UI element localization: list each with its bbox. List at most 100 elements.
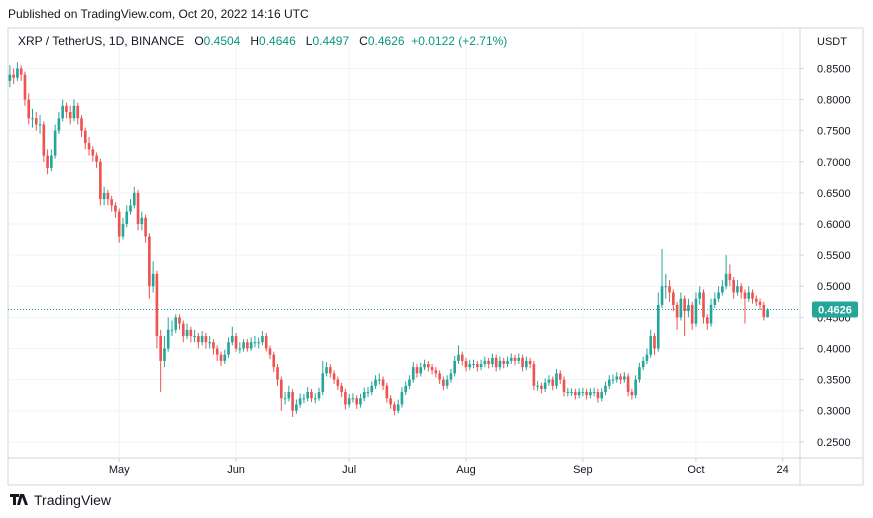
- candle-body: [479, 364, 483, 368]
- candle-body: [611, 379, 615, 381]
- candle-body: [189, 329, 193, 337]
- legend-low: 0.4497: [312, 34, 350, 48]
- legend: XRP / TetherUS, 1D, BINANCE O0.4504 H0.4…: [18, 34, 507, 48]
- candle-body: [713, 298, 717, 305]
- y-tick-label: 0.4000: [817, 343, 851, 355]
- candle-body: [634, 379, 637, 396]
- candle-body: [223, 354, 227, 361]
- candle-body: [592, 392, 596, 394]
- candle-body: [212, 342, 215, 349]
- y-tick-label: 0.8500: [817, 63, 851, 75]
- candle-body: [106, 192, 110, 200]
- candle-body: [155, 273, 159, 337]
- y-tick-label: 0.2500: [817, 437, 851, 449]
- candle-body: [276, 367, 279, 380]
- candle-body: [509, 357, 513, 361]
- candle-body: [325, 367, 328, 374]
- candle-body: [42, 124, 46, 156]
- candle-body: [615, 376, 619, 380]
- candle-body: [377, 379, 381, 381]
- candle-body: [16, 68, 19, 78]
- candle-body: [27, 99, 31, 119]
- candle-body: [460, 354, 464, 361]
- candle-body: [423, 364, 426, 368]
- candle-body: [574, 392, 577, 396]
- candle-body: [219, 354, 223, 361]
- candle-body: [562, 379, 566, 393]
- candle-body: [102, 192, 106, 200]
- x-tick-label: Jun: [227, 464, 245, 476]
- header: Published on TradingView.com, Oct 20, 20…: [8, 7, 309, 21]
- candle-body: [623, 376, 626, 380]
- candle-body: [295, 404, 298, 411]
- candle-body: [581, 392, 585, 394]
- candle-body: [653, 336, 656, 349]
- x-tick-label: Jul: [342, 464, 356, 476]
- candle-body: [321, 373, 325, 393]
- candle-body: [690, 304, 694, 324]
- candle-body: [702, 292, 705, 318]
- candle-body: [185, 329, 189, 337]
- candle-body: [747, 292, 751, 299]
- last-price-label: 0.4626: [818, 305, 852, 317]
- candle-body: [626, 376, 630, 393]
- candle-body: [570, 392, 573, 394]
- candle-body: [68, 112, 72, 119]
- y-tick-label: 0.8000: [817, 95, 851, 107]
- candle-body: [660, 286, 664, 305]
- candle-body: [396, 404, 400, 411]
- candle-body: [528, 360, 532, 365]
- candle-body: [404, 385, 408, 393]
- candle-body: [272, 354, 276, 368]
- legend-change: +0.0122 (+2.71%): [411, 34, 508, 48]
- symbol: XRP / TetherUS, 1D, BINANCE: [18, 34, 185, 48]
- candle-body: [230, 336, 234, 343]
- candle-body: [762, 304, 766, 318]
- candle-body: [170, 329, 174, 331]
- legend-label: C: [359, 34, 368, 48]
- x-tick-label: Sep: [573, 464, 593, 476]
- candle-body: [675, 304, 679, 318]
- candle-body: [50, 155, 53, 169]
- footer: TradingView: [34, 492, 112, 508]
- y-tick-label: 0.6500: [817, 188, 851, 200]
- legend-label: H: [250, 34, 260, 48]
- candle-body: [434, 370, 438, 374]
- candle-body: [283, 398, 287, 400]
- candle-body: [193, 336, 196, 338]
- candle-body: [736, 286, 739, 293]
- candle-body: [317, 392, 321, 399]
- candle-body: [8, 74, 12, 81]
- candle-body: [649, 336, 653, 355]
- x-tick-label: May: [109, 464, 130, 476]
- candle-body: [476, 364, 479, 368]
- candle-body: [91, 149, 95, 156]
- candles: [8, 62, 769, 417]
- candle-body: [483, 360, 487, 365]
- candle-body: [724, 273, 728, 287]
- candle-body: [125, 211, 129, 225]
- candle-body: [411, 367, 415, 380]
- candle-body: [589, 392, 592, 396]
- candle-body: [80, 118, 83, 131]
- candle-body: [732, 280, 735, 293]
- y-tick-label: 0.3000: [817, 406, 851, 418]
- candle-body: [72, 105, 76, 119]
- x-tick-label: 24: [777, 464, 789, 476]
- candle-body: [34, 118, 38, 125]
- candle-body: [328, 367, 332, 374]
- candle-body: [487, 360, 490, 365]
- candle-body: [604, 385, 607, 393]
- candle-body: [163, 348, 166, 361]
- candle-body: [385, 385, 389, 399]
- candle-body: [178, 317, 181, 324]
- last-price-box: [812, 301, 858, 318]
- legend-close: 0.4626: [367, 34, 405, 48]
- candle-body: [449, 373, 453, 380]
- candle-body: [132, 192, 136, 206]
- legend-label: L: [305, 34, 313, 48]
- candle-body: [683, 298, 686, 312]
- candle-body: [679, 298, 683, 318]
- candle-body: [472, 364, 475, 366]
- candle-body: [151, 273, 155, 287]
